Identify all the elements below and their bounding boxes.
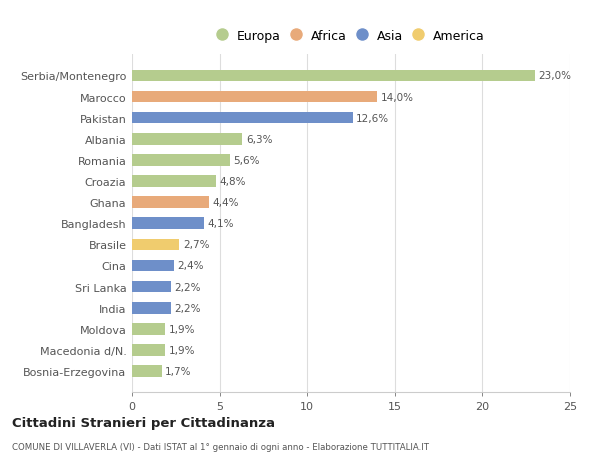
Text: 2,7%: 2,7% <box>183 240 209 250</box>
Legend: Europa, Africa, Asia, America: Europa, Africa, Asia, America <box>215 28 487 45</box>
Text: COMUNE DI VILLAVERLA (VI) - Dati ISTAT al 1° gennaio di ogni anno - Elaborazione: COMUNE DI VILLAVERLA (VI) - Dati ISTAT a… <box>12 442 429 451</box>
Text: 23,0%: 23,0% <box>538 71 571 81</box>
Text: 6,3%: 6,3% <box>246 134 272 145</box>
Text: 1,9%: 1,9% <box>169 345 195 355</box>
Bar <box>132 197 209 208</box>
Text: Cittadini Stranieri per Cittadinanza: Cittadini Stranieri per Cittadinanza <box>12 416 275 429</box>
Bar <box>132 91 377 103</box>
Bar <box>132 281 170 293</box>
Bar <box>132 302 170 314</box>
Text: 2,2%: 2,2% <box>174 303 200 313</box>
Text: 4,8%: 4,8% <box>220 177 246 187</box>
Bar <box>132 218 204 230</box>
Text: 1,7%: 1,7% <box>165 366 192 376</box>
Text: 12,6%: 12,6% <box>356 113 389 123</box>
Bar <box>132 344 165 356</box>
Text: 5,6%: 5,6% <box>233 156 260 166</box>
Bar <box>132 70 535 82</box>
Bar <box>132 323 165 335</box>
Text: 4,4%: 4,4% <box>212 198 239 207</box>
Bar <box>132 176 216 187</box>
Bar <box>132 155 230 166</box>
Text: 14,0%: 14,0% <box>381 92 414 102</box>
Text: 4,1%: 4,1% <box>208 219 234 229</box>
Text: 1,9%: 1,9% <box>169 324 195 334</box>
Text: 2,4%: 2,4% <box>178 261 204 271</box>
Bar <box>132 260 174 272</box>
Text: 2,2%: 2,2% <box>174 282 200 292</box>
Bar <box>132 365 162 377</box>
Bar <box>132 239 179 251</box>
Bar <box>132 112 353 124</box>
Bar <box>132 134 242 145</box>
